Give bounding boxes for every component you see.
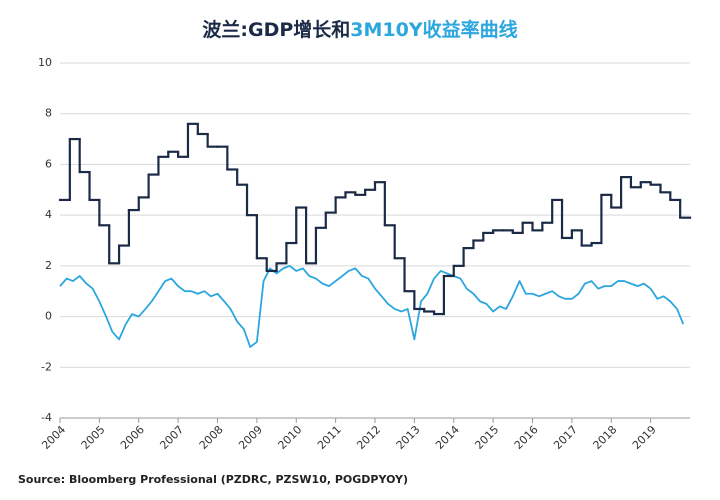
- y-tick-label: 6: [45, 157, 52, 170]
- x-tick-label: 2005: [79, 423, 108, 452]
- x-tick-label: 2010: [276, 423, 305, 452]
- x-tick-label: 2004: [39, 423, 68, 452]
- x-tick-label: 2014: [433, 423, 462, 452]
- y-tick-label: 2: [45, 259, 52, 272]
- x-tick-label: 2009: [236, 423, 265, 452]
- y-tick-label: -2: [41, 360, 52, 373]
- x-tick-label: 2019: [630, 423, 659, 452]
- x-tick-label: 2018: [591, 423, 620, 452]
- title-part: 3M10Y收益率曲线: [350, 18, 517, 41]
- x-tick-label: 2013: [394, 423, 423, 452]
- source-note: Source: Bloomberg Professional (PZDRC, P…: [18, 473, 408, 486]
- x-tick-label: 2008: [197, 423, 226, 452]
- x-tick-label: 2017: [551, 423, 580, 452]
- x-tick-label: 2015: [472, 423, 501, 452]
- y-tick-label: 0: [45, 310, 52, 323]
- y-tick-label: 4: [45, 208, 52, 221]
- y-tick-label: 10: [38, 56, 52, 69]
- x-tick-label: 2012: [354, 423, 383, 452]
- x-tick-label: 2011: [315, 423, 344, 452]
- chart-title: 波兰:GDP增长和3M10Y收益率曲线: [202, 18, 517, 41]
- yield-line: [59, 264, 685, 348]
- y-tick-label: -4: [41, 411, 52, 424]
- title-part: 波兰:GDP增长和: [202, 18, 350, 41]
- y-tick-label: 8: [45, 107, 52, 120]
- x-tick-label: 2016: [512, 423, 541, 452]
- x-tick-label: 2006: [118, 423, 147, 452]
- x-tick-label: 2007: [157, 423, 186, 452]
